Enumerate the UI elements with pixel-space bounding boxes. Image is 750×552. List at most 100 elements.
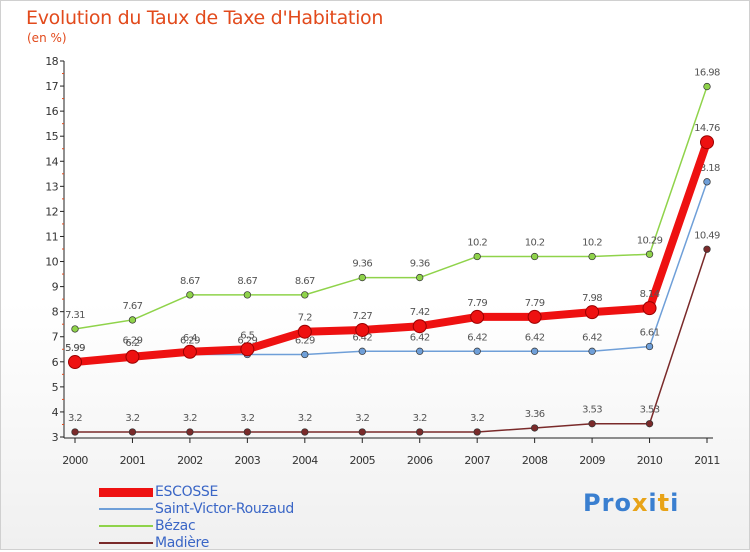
data-label: 6.29 bbox=[180, 336, 200, 347]
data-label: 6.29 bbox=[123, 336, 143, 347]
data-label: 6.42 bbox=[467, 332, 487, 343]
data-point bbox=[416, 273, 424, 282]
data-point bbox=[530, 347, 539, 355]
data-point bbox=[530, 424, 539, 432]
data-point bbox=[470, 309, 485, 324]
logo-letter: o bbox=[614, 489, 632, 517]
series-line-escosse bbox=[71, 138, 711, 367]
data-point bbox=[355, 322, 370, 337]
y-tick-label: 12 bbox=[45, 205, 58, 218]
y-tick-label: 10 bbox=[45, 256, 58, 269]
data-label: 3.2 bbox=[125, 413, 139, 424]
data-label: 3.53 bbox=[582, 405, 602, 416]
data-point bbox=[473, 428, 481, 436]
legend-swatch bbox=[99, 487, 153, 497]
data-label: 6.29 bbox=[295, 336, 315, 347]
data-label: 6.29 bbox=[237, 336, 257, 347]
y-tick-label: 6 bbox=[52, 356, 59, 369]
x-tick-label: 2003 bbox=[235, 454, 261, 467]
y-tick-label: 17 bbox=[45, 80, 58, 93]
data-label: 6.42 bbox=[410, 332, 430, 343]
data-label: 8.67 bbox=[237, 276, 257, 287]
data-point bbox=[473, 252, 481, 261]
y-tick-label: 11 bbox=[45, 230, 58, 243]
y-tick-label: 14 bbox=[45, 155, 58, 168]
x-tick-label: 2009 bbox=[579, 454, 605, 467]
data-label: 10.2 bbox=[582, 238, 602, 249]
data-label: 3.2 bbox=[355, 413, 369, 424]
data-point bbox=[645, 250, 654, 258]
x-tick-label: 2000 bbox=[62, 454, 88, 467]
y-tick-label: 4 bbox=[52, 406, 59, 419]
x-tick-label: 2004 bbox=[292, 454, 318, 467]
x-tick-label: 2008 bbox=[522, 454, 548, 467]
x-tick-label: 2007 bbox=[464, 454, 490, 467]
data-point bbox=[240, 342, 255, 357]
legend-swatch bbox=[99, 525, 153, 527]
data-point bbox=[128, 428, 137, 436]
y-tick-label: 8 bbox=[52, 306, 59, 319]
data-point bbox=[585, 305, 600, 320]
data-label: 9.36 bbox=[410, 259, 430, 270]
logo-letter: P bbox=[583, 489, 602, 517]
data-label: 5.99 bbox=[65, 343, 85, 354]
data-label: 16.98 bbox=[694, 68, 720, 79]
data-label: 13.18 bbox=[694, 163, 720, 174]
data-label: 3.2 bbox=[413, 413, 427, 424]
data-point bbox=[527, 309, 542, 324]
data-point bbox=[416, 347, 424, 355]
data-point bbox=[301, 428, 309, 436]
data-label: 3.2 bbox=[298, 413, 312, 424]
legend-label: Madière bbox=[155, 535, 210, 551]
data-point bbox=[700, 135, 714, 150]
y-tick-label: 5 bbox=[52, 381, 59, 394]
series-line-b-zac bbox=[74, 85, 708, 330]
data-point bbox=[68, 355, 82, 370]
data-point bbox=[645, 342, 654, 351]
data-point bbox=[243, 428, 252, 436]
data-label: 9.36 bbox=[352, 259, 372, 270]
data-point bbox=[703, 178, 711, 186]
logo-letter: t bbox=[657, 489, 671, 517]
y-tick-label: 18 bbox=[45, 55, 58, 68]
data-label: 14.76 bbox=[694, 123, 720, 134]
data-label: 6.5 bbox=[240, 330, 254, 341]
data-label: 10.29 bbox=[637, 235, 663, 246]
data-point bbox=[473, 347, 481, 355]
data-point bbox=[128, 316, 137, 324]
data-point bbox=[186, 428, 194, 436]
y-tick-label: 3 bbox=[52, 431, 59, 444]
data-label: 3.2 bbox=[240, 413, 254, 424]
data-label: 3.36 bbox=[525, 409, 545, 420]
data-label: 7.42 bbox=[410, 307, 430, 318]
x-tick-label: 2010 bbox=[637, 454, 663, 467]
unit-label: (en %) bbox=[27, 31, 67, 45]
data-point bbox=[186, 291, 194, 299]
proxiti-logo: Proxiti bbox=[583, 489, 679, 517]
data-label: 6.42 bbox=[525, 332, 545, 343]
logo-letter: x bbox=[631, 489, 649, 517]
data-point bbox=[588, 420, 596, 428]
data-point bbox=[588, 252, 596, 261]
data-label: 3.2 bbox=[68, 413, 82, 424]
chart-title: Evolution du Taux de Taxe d'Habitation bbox=[26, 7, 384, 29]
data-point bbox=[645, 420, 654, 428]
legend-label: Bézac bbox=[155, 518, 196, 534]
data-label: 6.42 bbox=[582, 332, 602, 343]
legend-swatch bbox=[99, 542, 153, 544]
data-label: 7.67 bbox=[123, 301, 143, 312]
data-point bbox=[642, 301, 657, 316]
data-point bbox=[71, 325, 79, 333]
data-label: 8.67 bbox=[295, 276, 315, 287]
data-label: 10.2 bbox=[467, 238, 487, 249]
data-label: 3.2 bbox=[470, 413, 484, 424]
data-label: 7.31 bbox=[65, 310, 85, 321]
data-label: 10.2 bbox=[525, 238, 545, 249]
data-label: 3.2 bbox=[183, 413, 197, 424]
data-point bbox=[182, 344, 197, 359]
y-tick-label: 7 bbox=[52, 331, 59, 344]
legend-label: Saint-Victor-Rouzaud bbox=[155, 501, 294, 517]
data-label: 8.14 bbox=[640, 289, 660, 300]
data-point bbox=[243, 291, 252, 299]
